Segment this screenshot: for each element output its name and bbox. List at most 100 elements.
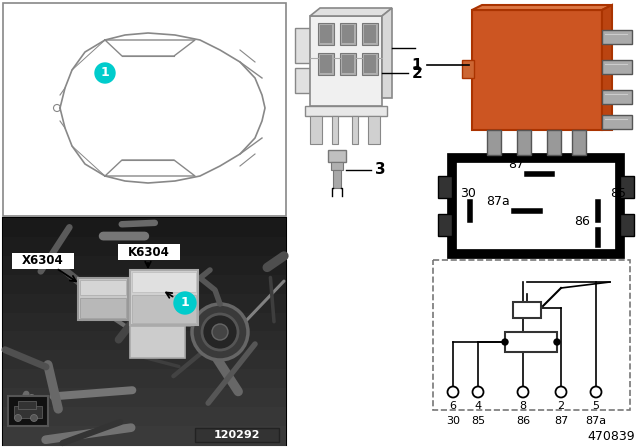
- Bar: [132, 272, 196, 292]
- Bar: [130, 270, 198, 325]
- Bar: [452, 158, 620, 254]
- Text: 120292: 120292: [214, 430, 260, 440]
- Circle shape: [591, 387, 602, 397]
- Bar: [195, 428, 279, 442]
- Polygon shape: [310, 8, 392, 16]
- Bar: [3, 256, 286, 276]
- Circle shape: [556, 387, 566, 397]
- Bar: [3, 237, 286, 257]
- Polygon shape: [602, 5, 612, 130]
- Circle shape: [202, 314, 238, 350]
- Text: 87: 87: [508, 158, 524, 171]
- Bar: [3, 332, 286, 351]
- Bar: [318, 53, 334, 75]
- Bar: [3, 275, 286, 295]
- Text: 30: 30: [446, 416, 460, 426]
- Circle shape: [174, 292, 196, 314]
- Text: 1: 1: [100, 66, 109, 79]
- Bar: [3, 407, 286, 427]
- Bar: [118, 244, 180, 260]
- Bar: [130, 326, 185, 358]
- Text: 86: 86: [574, 215, 590, 228]
- Bar: [547, 130, 561, 155]
- Bar: [572, 130, 586, 155]
- Bar: [295, 68, 310, 93]
- Bar: [320, 25, 332, 43]
- Bar: [305, 106, 387, 116]
- Text: 86: 86: [516, 416, 530, 426]
- Bar: [340, 23, 356, 45]
- Text: 8: 8: [520, 401, 527, 411]
- Bar: [368, 116, 380, 144]
- Bar: [517, 130, 531, 155]
- Bar: [3, 3, 286, 216]
- Bar: [332, 116, 338, 144]
- Bar: [80, 280, 126, 295]
- Text: X6304: X6304: [22, 254, 64, 267]
- Text: 4: 4: [474, 401, 481, 411]
- Bar: [438, 176, 452, 198]
- Bar: [132, 295, 196, 323]
- Text: 2: 2: [557, 401, 564, 411]
- Polygon shape: [472, 5, 612, 10]
- Bar: [318, 23, 334, 45]
- Bar: [513, 302, 541, 318]
- Text: 1: 1: [180, 297, 189, 310]
- Text: 470839: 470839: [588, 430, 635, 443]
- Circle shape: [31, 414, 38, 422]
- Text: 87a: 87a: [486, 195, 510, 208]
- Bar: [3, 218, 286, 238]
- Bar: [80, 298, 126, 318]
- Bar: [364, 55, 376, 73]
- Bar: [320, 55, 332, 73]
- Bar: [12, 253, 74, 269]
- Bar: [18, 401, 36, 409]
- Text: 85: 85: [610, 187, 626, 200]
- Bar: [333, 170, 341, 188]
- Text: 85: 85: [471, 416, 485, 426]
- Text: 87a: 87a: [586, 416, 607, 426]
- Bar: [8, 396, 48, 426]
- Bar: [433, 260, 630, 410]
- Bar: [620, 176, 634, 198]
- Circle shape: [212, 324, 228, 340]
- Bar: [3, 350, 286, 370]
- Bar: [310, 16, 382, 106]
- Bar: [14, 406, 42, 418]
- Bar: [487, 130, 501, 155]
- Bar: [438, 214, 452, 236]
- Bar: [331, 162, 343, 170]
- Circle shape: [472, 387, 483, 397]
- Text: 6: 6: [449, 401, 456, 411]
- Text: 3: 3: [375, 163, 386, 177]
- Polygon shape: [382, 8, 392, 98]
- Bar: [328, 150, 346, 162]
- Bar: [3, 369, 286, 389]
- Bar: [3, 426, 286, 446]
- Bar: [340, 53, 356, 75]
- Bar: [364, 25, 376, 43]
- Bar: [602, 115, 632, 129]
- Bar: [310, 116, 322, 144]
- Bar: [362, 53, 378, 75]
- Circle shape: [447, 387, 458, 397]
- Bar: [505, 332, 557, 352]
- Text: 5: 5: [593, 401, 600, 411]
- Bar: [342, 25, 354, 43]
- Text: K6304: K6304: [128, 246, 170, 258]
- Text: 1: 1: [412, 57, 422, 73]
- Circle shape: [554, 339, 560, 345]
- Bar: [462, 60, 474, 78]
- Bar: [602, 60, 632, 74]
- Bar: [602, 30, 632, 44]
- Circle shape: [192, 304, 248, 360]
- Circle shape: [502, 339, 508, 345]
- Circle shape: [15, 414, 22, 422]
- Bar: [78, 278, 128, 320]
- Text: 2: 2: [412, 65, 423, 81]
- Bar: [342, 55, 354, 73]
- Circle shape: [518, 387, 529, 397]
- Bar: [3, 313, 286, 332]
- Bar: [352, 116, 358, 144]
- Bar: [3, 218, 286, 445]
